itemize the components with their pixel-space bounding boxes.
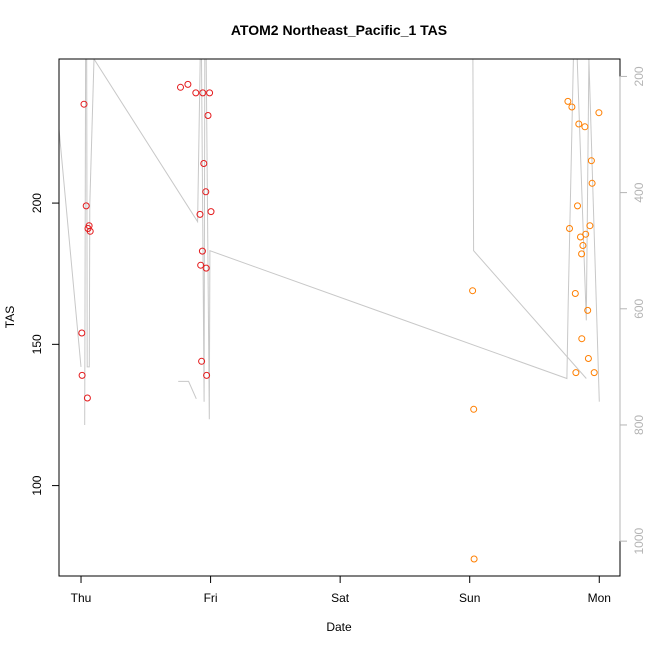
data-point <box>203 371 211 379</box>
data-point <box>578 335 586 343</box>
data-point <box>202 264 210 272</box>
data-point <box>86 227 94 235</box>
data-point <box>83 394 91 402</box>
data-point <box>588 179 596 187</box>
y-right-tick-label: 200 <box>632 66 646 86</box>
y-left-tick-label: 200 <box>30 193 44 213</box>
data-point <box>206 89 214 97</box>
track-segment-2 <box>59 123 82 367</box>
y-axis-label: TAS <box>3 306 17 328</box>
data-point <box>566 225 573 232</box>
data-point <box>82 202 90 210</box>
y-right-tick-label: 1000 <box>632 527 646 554</box>
data-point <box>204 112 212 119</box>
data-point <box>582 230 590 238</box>
data-point <box>595 109 603 117</box>
data-point <box>469 287 477 295</box>
data-point <box>80 100 88 108</box>
track-segment-1 <box>178 380 197 400</box>
data-point <box>586 222 594 230</box>
data-point <box>199 89 207 97</box>
data-point <box>196 210 204 218</box>
data-point <box>579 242 587 249</box>
y-left-tick-label: 150 <box>30 334 44 354</box>
x-tick-label: Thu <box>71 591 92 605</box>
data-point <box>564 97 572 105</box>
data-point <box>184 80 192 88</box>
data-point <box>578 250 586 258</box>
data-point <box>78 371 86 379</box>
data-points <box>78 80 603 563</box>
data-point <box>590 369 598 377</box>
y-right-tick-label: 400 <box>632 182 646 202</box>
data-point <box>577 233 584 241</box>
data-point <box>571 290 579 297</box>
x-tick-label: Sat <box>331 591 350 605</box>
x-tick-label: Sun <box>459 591 480 605</box>
data-point <box>568 103 576 111</box>
x-axis: Thu Fri Sat Sun Mon <box>71 576 611 605</box>
data-point <box>207 208 215 216</box>
data-point <box>197 261 205 269</box>
data-point <box>192 89 200 97</box>
data-point <box>470 555 478 563</box>
track-lines <box>59 59 600 426</box>
x-axis-label: Date <box>326 620 352 634</box>
data-point <box>78 329 86 337</box>
x-tick-label: Mon <box>588 591 611 605</box>
y-left-tick-label: 100 <box>30 475 44 495</box>
data-point <box>470 405 478 413</box>
y-axis-right: 200 400 600 800 1000 <box>619 66 646 554</box>
data-point <box>198 247 206 255</box>
data-point <box>584 306 592 314</box>
y-right-tick-label: 800 <box>632 415 646 435</box>
x-tick-label: Fri <box>204 591 218 605</box>
track-segment-3 <box>472 59 587 379</box>
data-point <box>587 157 595 165</box>
y-right-tick-label: 600 <box>632 298 646 318</box>
data-point <box>200 160 208 167</box>
data-point <box>581 123 589 131</box>
data-point <box>198 357 206 365</box>
y-axis-left: 100 150 200 <box>30 193 60 496</box>
data-point <box>575 120 583 128</box>
data-point <box>202 188 210 196</box>
data-point <box>572 369 580 377</box>
data-point <box>574 202 581 210</box>
track-line <box>84 59 600 426</box>
data-point <box>177 83 184 91</box>
data-point <box>584 355 592 362</box>
chart-title: ATOM2 Northeast_Pacific_1 TAS <box>231 22 447 38</box>
